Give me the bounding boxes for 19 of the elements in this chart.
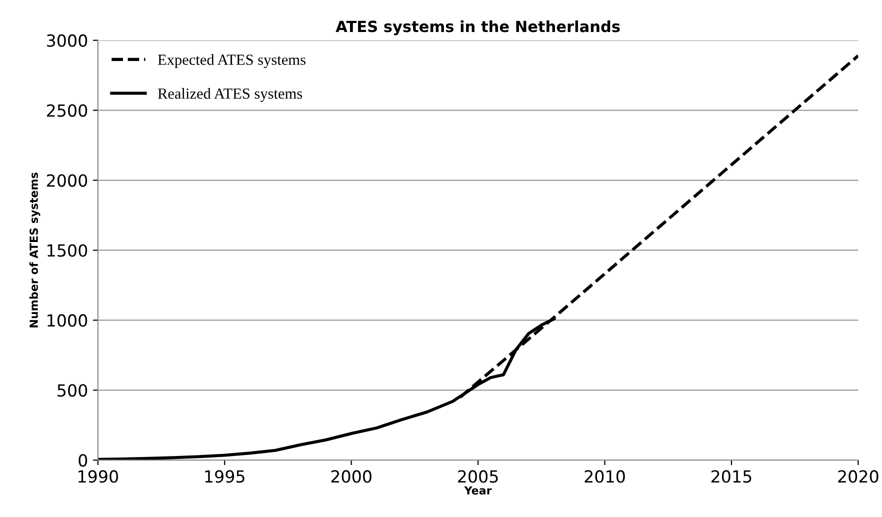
y-tick-label: 2500 xyxy=(46,104,88,117)
y-axis-title: Number of ATES systems xyxy=(29,172,40,328)
y-tick-label: 2000 xyxy=(46,174,88,187)
y-tick-label: 0 xyxy=(78,454,88,467)
legend-label: Realized ATES systems xyxy=(158,88,302,102)
x-tick-label: 1990 xyxy=(78,470,118,483)
x-tick-label: 2015 xyxy=(711,470,752,483)
y-tick-label: 1500 xyxy=(48,244,88,257)
x-tick-label: 2020 xyxy=(838,470,878,483)
x-tick-label: 2010 xyxy=(584,470,625,483)
x-axis-title: Year xyxy=(464,486,492,495)
chart-title: ATES systems in the Netherlands xyxy=(336,20,620,36)
y-tick-label: 500 xyxy=(58,384,88,397)
legend-label: Expected ATES systems xyxy=(158,54,306,68)
x-tick-label: 2000 xyxy=(331,470,372,483)
y-tick-label: 3000 xyxy=(47,34,88,47)
x-tick-label: 2005 xyxy=(458,470,498,483)
x-tick-label: 1995 xyxy=(205,470,244,483)
y-tick-label: 1000 xyxy=(48,314,88,327)
